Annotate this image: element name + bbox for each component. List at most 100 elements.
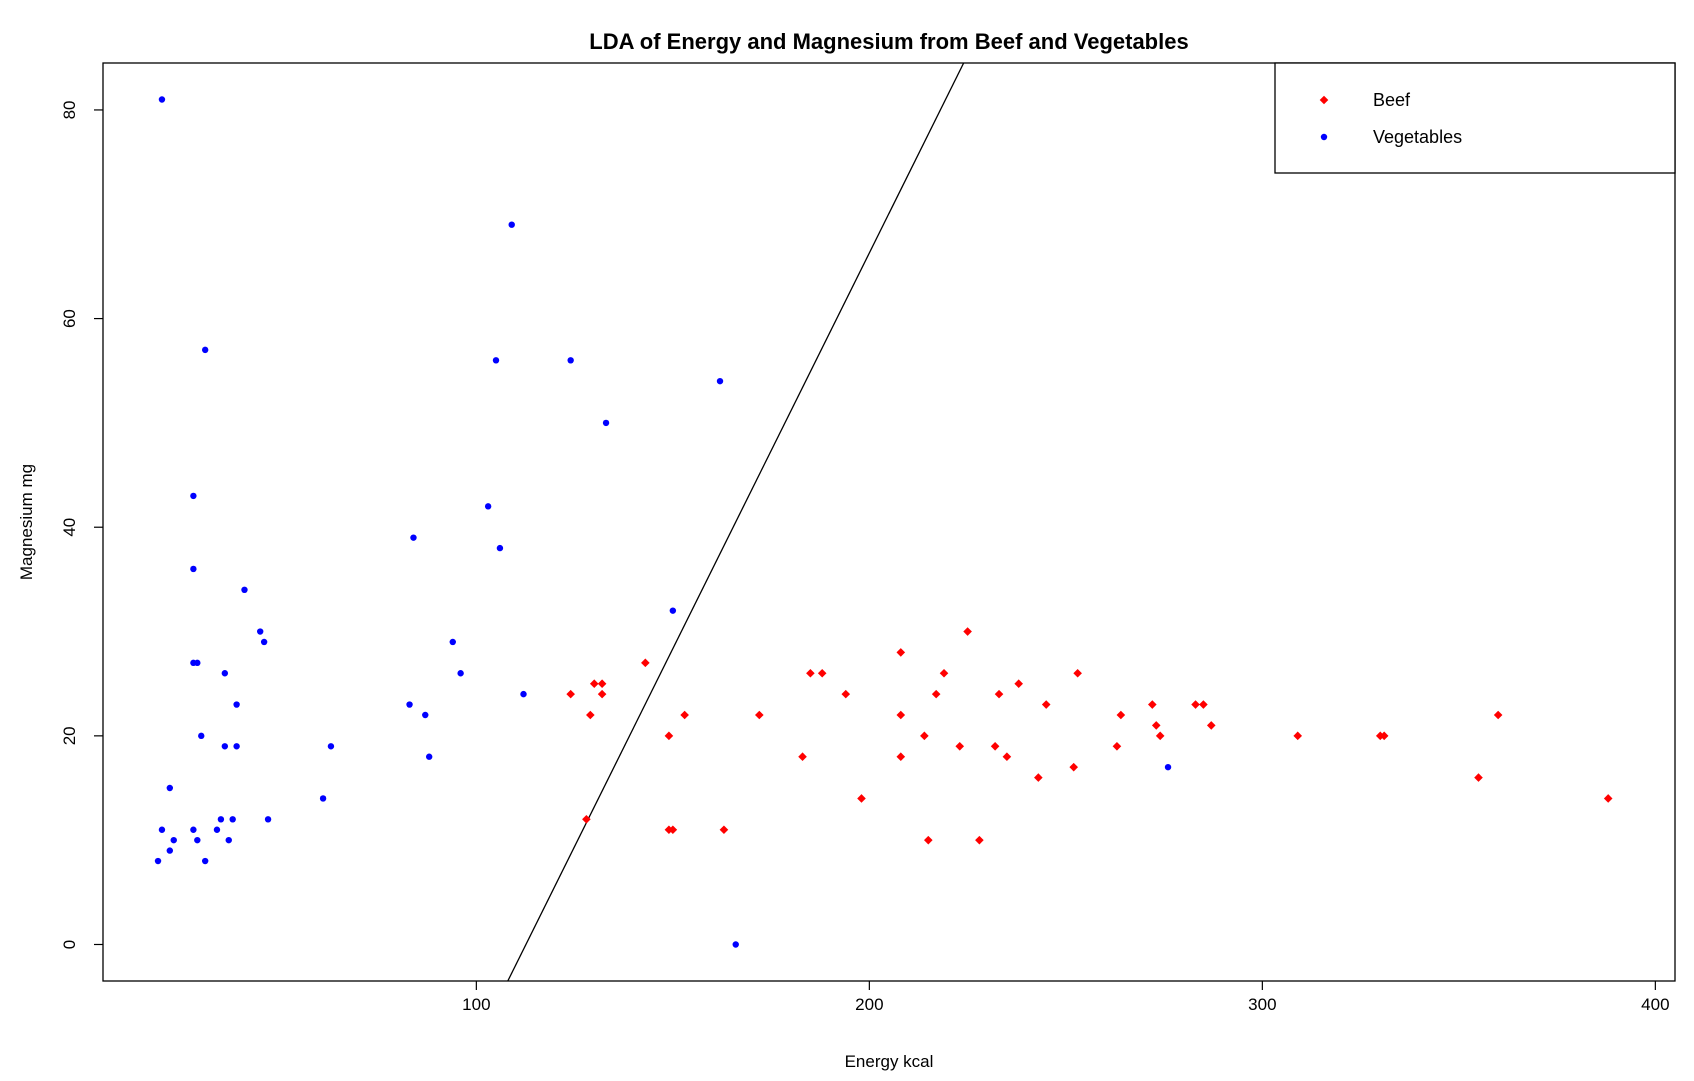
data-point [1493, 710, 1503, 720]
data-point [920, 731, 929, 741]
data-point [496, 544, 504, 552]
data-point [597, 679, 607, 688]
y-axis: 0 20 40 60 80 [60, 100, 103, 949]
data-point [994, 689, 1004, 699]
data-point [190, 826, 197, 833]
data-point [566, 689, 575, 699]
data-point [449, 638, 456, 646]
data-point [221, 670, 229, 677]
data-point [716, 377, 724, 385]
data-point [194, 836, 201, 844]
data-point [1112, 741, 1122, 751]
data-point [680, 710, 689, 720]
data-point [1073, 668, 1082, 678]
data-point [719, 825, 729, 835]
x-tick-label: 400 [1641, 995, 1669, 1014]
data-point [170, 836, 177, 844]
plot-frame [102, 62, 1676, 982]
data-point [198, 732, 205, 740]
data-point [233, 701, 240, 708]
data-point [410, 534, 417, 541]
data-point [1041, 700, 1051, 709]
data-point [229, 816, 236, 823]
data-point [732, 941, 739, 948]
data-point [817, 668, 827, 678]
data-point [257, 628, 264, 635]
legend-marker-vegetables [1320, 133, 1328, 141]
data-point [924, 835, 933, 845]
data-point [190, 565, 197, 573]
data-point [508, 221, 515, 228]
data-point [492, 357, 500, 364]
data-point [664, 731, 674, 741]
y-tick-label: 80 [60, 100, 79, 119]
chart-title: LDA of Energy and Magnesium from Beef an… [589, 29, 1188, 54]
data-point [798, 752, 807, 762]
data-point [582, 815, 591, 824]
legend-box [1274, 62, 1676, 174]
data-point [1034, 773, 1043, 782]
data-point [319, 795, 327, 802]
data-point [194, 659, 201, 667]
data-point [158, 96, 166, 103]
y-axis-label: Magnesium mg [17, 464, 36, 580]
y-tick-label: 0 [60, 940, 79, 949]
data-point [422, 711, 429, 719]
data-point [241, 586, 248, 594]
data-point [597, 689, 607, 699]
decision-boundary-line [507, 63, 965, 981]
data-point [589, 679, 599, 688]
data-point [327, 743, 335, 750]
data-point [1164, 763, 1172, 771]
data-point [806, 668, 815, 678]
data-point [1116, 710, 1126, 720]
data-point [669, 607, 677, 614]
data-point [484, 503, 492, 510]
x-axis: 100 200 300 400 [462, 981, 1670, 1014]
data-point [963, 627, 972, 636]
x-axis-label: Energy kcal [845, 1052, 934, 1071]
data-point [457, 670, 464, 677]
data-point [567, 357, 574, 364]
data-point [1199, 700, 1208, 709]
data-point [217, 816, 225, 823]
data-point [154, 857, 162, 865]
data-point [225, 836, 232, 844]
data-point [896, 752, 906, 762]
data-point [586, 710, 595, 720]
legend-label-beef: Beef [1373, 90, 1411, 110]
data-point [955, 741, 965, 751]
data-point [201, 857, 209, 865]
x-tick-label: 200 [855, 995, 883, 1014]
data-point [990, 741, 1000, 751]
data-point [896, 648, 906, 657]
data-point [158, 826, 166, 833]
data-point [857, 794, 866, 803]
data-point [841, 689, 851, 699]
x-tick-label: 100 [462, 995, 490, 1014]
x-tick-label: 300 [1248, 995, 1276, 1014]
legend: Beef Vegetables [1274, 62, 1676, 174]
y-tick-label: 60 [60, 309, 79, 328]
data-point [520, 690, 527, 698]
data-point [1293, 731, 1303, 741]
data-point [1603, 794, 1613, 803]
data-point [233, 743, 240, 750]
y-tick-label: 20 [60, 726, 79, 745]
series-beef [566, 627, 1613, 845]
data-point [1474, 773, 1483, 782]
data-point [213, 826, 221, 833]
data-point [755, 710, 764, 720]
legend-label-vegetables: Vegetables [1373, 127, 1462, 147]
y-tick-label: 40 [60, 518, 79, 537]
data-point [166, 847, 174, 854]
data-point [1148, 700, 1157, 709]
data-point [1191, 700, 1200, 709]
legend-marker-beef [1319, 95, 1329, 105]
data-point [602, 419, 610, 427]
data-point [931, 689, 941, 699]
data-point [1002, 752, 1012, 762]
data-point [1151, 721, 1161, 730]
data-point [166, 784, 174, 792]
